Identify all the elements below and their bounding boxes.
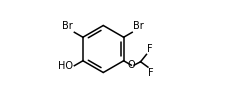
Text: F: F (148, 68, 154, 78)
Text: F: F (147, 44, 153, 54)
Text: Br: Br (62, 21, 73, 31)
Text: O: O (128, 60, 135, 70)
Text: HO: HO (58, 61, 73, 71)
Text: Br: Br (133, 21, 143, 31)
